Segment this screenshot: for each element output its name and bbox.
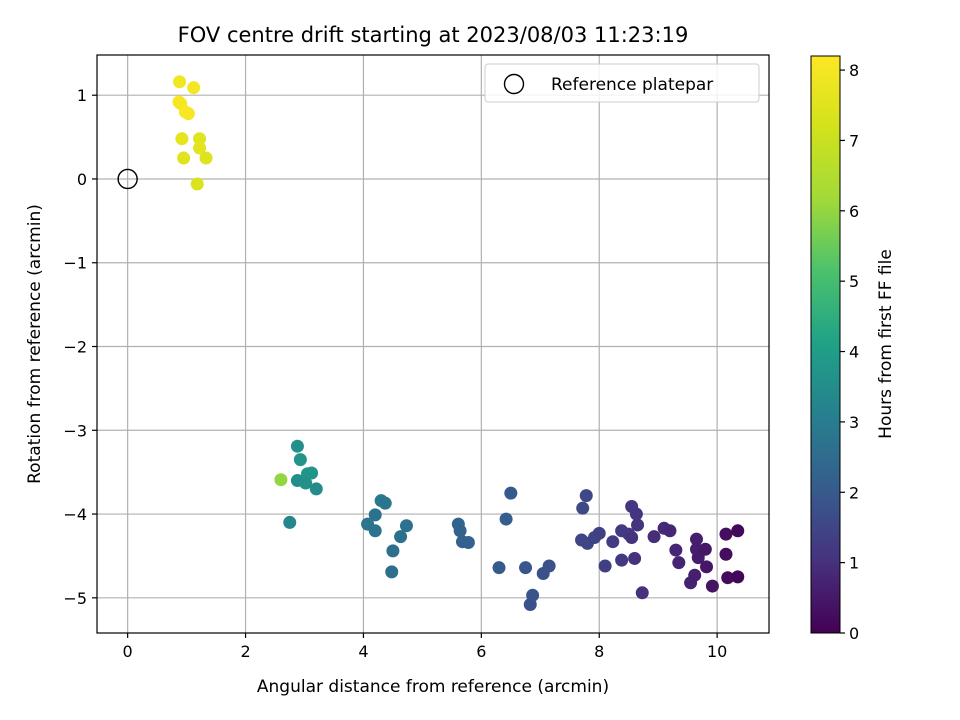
data-point bbox=[293, 453, 307, 467]
x-tick-label: 4 bbox=[358, 642, 368, 661]
y-tick-label: −3 bbox=[63, 421, 87, 440]
colorbar-label: Hours from first FF file bbox=[876, 249, 896, 439]
data-point bbox=[705, 579, 719, 593]
data-point bbox=[542, 559, 556, 573]
data-point bbox=[290, 439, 304, 453]
data-point bbox=[719, 547, 733, 561]
data-point bbox=[526, 588, 540, 602]
data-point bbox=[175, 132, 189, 146]
data-point bbox=[688, 568, 702, 582]
x-tick-label: 0 bbox=[123, 642, 133, 661]
colorbar-tick-label: 0 bbox=[849, 624, 859, 643]
legend: Reference platepar bbox=[484, 63, 760, 103]
data-point bbox=[299, 476, 313, 490]
data-points bbox=[172, 75, 745, 612]
data-point bbox=[606, 535, 620, 549]
data-point bbox=[386, 544, 400, 558]
data-point bbox=[519, 561, 533, 575]
x-tick-label: 8 bbox=[594, 642, 604, 661]
data-point bbox=[499, 512, 513, 526]
reference-platepar-marker bbox=[117, 168, 138, 190]
data-point bbox=[394, 530, 408, 544]
data-point bbox=[199, 151, 213, 165]
data-point bbox=[669, 543, 683, 557]
data-point bbox=[663, 524, 677, 538]
data-point bbox=[628, 551, 642, 565]
colorbar-tick-label: 3 bbox=[849, 413, 859, 432]
data-point bbox=[579, 489, 593, 503]
data-point bbox=[283, 515, 297, 529]
colorbar-tick-label: 8 bbox=[849, 61, 859, 80]
colorbar-tick-label: 2 bbox=[849, 483, 859, 502]
colorbar-tick-label: 1 bbox=[849, 554, 859, 573]
data-point bbox=[193, 132, 207, 146]
chart-title: FOV centre drift starting at 2023/08/03 … bbox=[178, 23, 689, 47]
data-point bbox=[378, 496, 392, 510]
y-tick-label: −5 bbox=[63, 589, 87, 608]
data-point bbox=[173, 75, 187, 89]
legend-box bbox=[484, 63, 760, 103]
data-point bbox=[598, 559, 612, 573]
y-axis-label: Rotation from reference (arcmin) bbox=[25, 204, 45, 484]
data-point bbox=[309, 482, 323, 496]
data-point bbox=[274, 473, 288, 487]
data-point bbox=[399, 519, 413, 533]
data-point bbox=[635, 586, 649, 600]
data-point bbox=[689, 532, 703, 546]
legend-reference-icon bbox=[503, 73, 525, 95]
x-tick-label: 2 bbox=[240, 642, 250, 661]
y-tick-label: 1 bbox=[77, 86, 87, 105]
data-point bbox=[615, 553, 629, 567]
x-tick-label: 10 bbox=[707, 642, 727, 661]
data-point bbox=[631, 518, 645, 532]
data-point bbox=[453, 524, 467, 538]
data-point bbox=[368, 524, 382, 538]
data-point bbox=[672, 556, 686, 570]
colorbar-tick-label: 6 bbox=[849, 202, 859, 221]
y-tick-label: −2 bbox=[63, 338, 87, 357]
data-point bbox=[178, 105, 192, 119]
data-point bbox=[368, 508, 382, 522]
plot-frame bbox=[96, 54, 770, 634]
y-tick-label: −4 bbox=[63, 505, 87, 524]
data-point bbox=[385, 565, 399, 579]
colorbar-tick-label: 7 bbox=[849, 131, 859, 150]
x-axis-label: Angular distance from reference (arcmin) bbox=[257, 677, 609, 697]
data-point bbox=[576, 501, 590, 515]
legend-entry-reference-platepar: Reference platepar bbox=[551, 75, 713, 95]
x-axis-ticks: 0 2 4 6 8 10 bbox=[123, 633, 727, 661]
data-point bbox=[700, 560, 714, 574]
data-point bbox=[461, 536, 475, 550]
colorbar bbox=[810, 55, 841, 634]
data-point bbox=[629, 507, 643, 521]
data-point bbox=[698, 542, 712, 556]
data-point bbox=[504, 486, 518, 500]
data-point bbox=[187, 81, 201, 95]
colorbar-tick-label: 5 bbox=[849, 272, 859, 291]
data-point bbox=[731, 524, 745, 538]
data-point bbox=[592, 526, 606, 540]
colorbar-tick-label: 4 bbox=[849, 343, 859, 362]
data-point bbox=[193, 141, 207, 155]
data-point bbox=[731, 570, 745, 584]
colorbar-ticks: 0 1 2 3 4 5 6 7 8 bbox=[840, 61, 859, 643]
data-point bbox=[721, 571, 735, 585]
data-point bbox=[625, 531, 639, 545]
x-tick-label: 6 bbox=[476, 642, 486, 661]
y-tick-label: 0 bbox=[77, 170, 87, 189]
y-tick-label: −1 bbox=[63, 254, 87, 273]
data-point bbox=[305, 466, 319, 480]
grid-lines bbox=[97, 55, 769, 633]
data-point bbox=[190, 177, 204, 191]
data-point bbox=[719, 527, 733, 541]
data-point bbox=[647, 530, 661, 544]
data-point bbox=[492, 561, 506, 575]
data-point bbox=[177, 151, 191, 165]
y-axis-ticks: 1 0 −1 −2 −3 −4 −5 bbox=[63, 86, 97, 608]
